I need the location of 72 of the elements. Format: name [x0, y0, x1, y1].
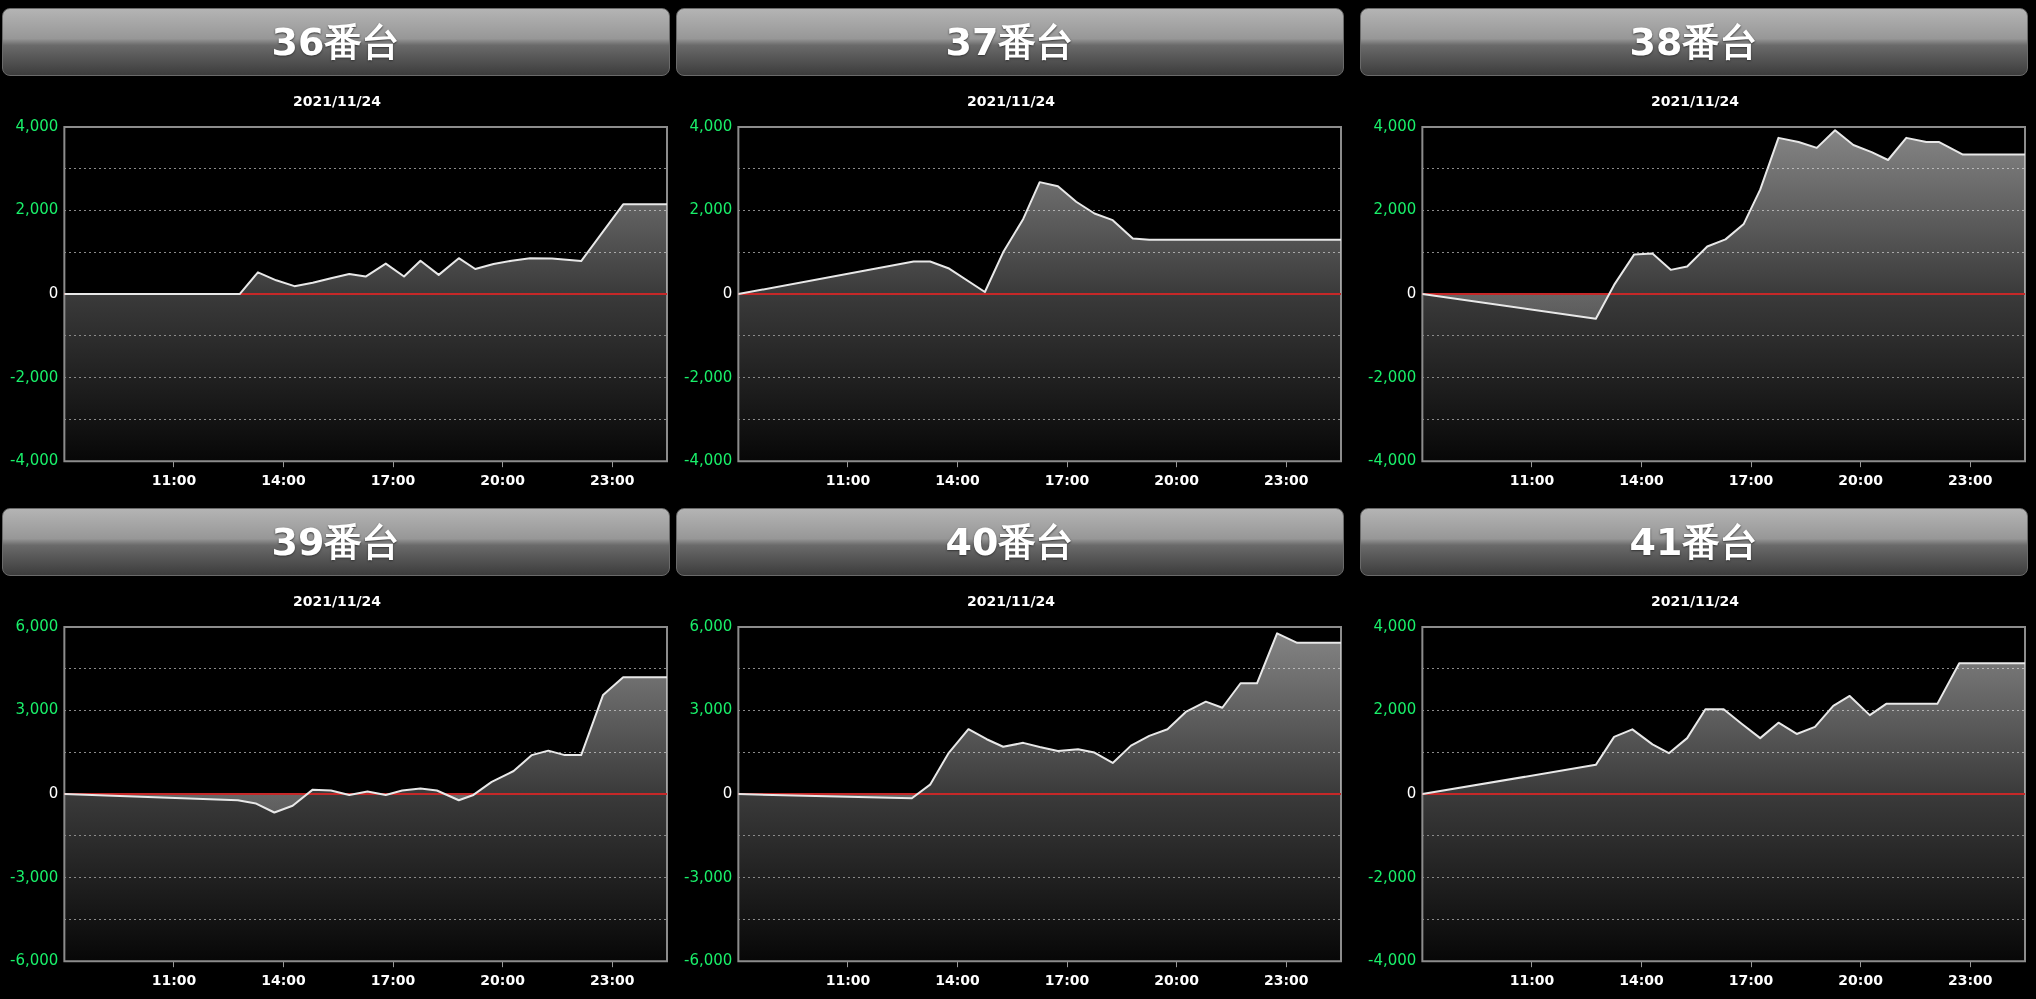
chart-title: 38番台: [1629, 20, 1759, 64]
x-tick-label: 14:00: [935, 972, 981, 989]
y-tick-label: -3,000: [684, 867, 733, 886]
x-tick-label: 11:00: [825, 972, 871, 989]
y-tick-label: -4,000: [1368, 451, 1417, 470]
y-tick-label: 3,000: [689, 700, 733, 719]
x-tick-label: 14:00: [1619, 972, 1665, 989]
y-tick-label: -2,000: [1368, 367, 1417, 386]
x-tick-label: 17:00: [1728, 972, 1774, 989]
x-tick-label: 20:00: [1838, 972, 1884, 989]
x-tick-label: 23:00: [1263, 972, 1309, 989]
y-tick-label: 4,000: [15, 116, 59, 135]
y-tick-label: 6,000: [689, 616, 733, 635]
chart-subtitle: 2021/11/24: [291, 592, 383, 610]
chart-title: 37番台: [945, 20, 1075, 64]
y-tick-label: 4,000: [689, 116, 733, 135]
y-tick-label: 2,000: [1373, 200, 1417, 219]
chart-subtitle: 2021/11/24: [965, 592, 1057, 610]
y-tick-label: -2,000: [10, 367, 59, 386]
y-tick-label: 4,000: [1373, 616, 1417, 635]
x-tick-label: 23:00: [1263, 472, 1309, 489]
chart-subtitle: 2021/11/24: [1649, 92, 1741, 110]
y-tick-label: -6,000: [10, 951, 59, 970]
x-tick-label: 11:00: [151, 472, 197, 489]
x-tick-label: 14:00: [935, 472, 981, 489]
y-tick-label: 0: [48, 783, 59, 802]
x-tick-label: 17:00: [370, 472, 416, 489]
y-tick-label: 0: [1406, 283, 1417, 302]
x-tick-label: 20:00: [1154, 472, 1200, 489]
y-tick-label: 2,000: [1373, 700, 1417, 719]
x-tick-label: 20:00: [480, 472, 526, 489]
x-tick-label: 17:00: [1044, 972, 1090, 989]
x-tick-label: 11:00: [825, 472, 871, 489]
x-tick-label: 17:00: [370, 972, 416, 989]
x-tick-label: 11:00: [1509, 972, 1555, 989]
chart-subtitle: 2021/11/24: [1649, 592, 1741, 610]
y-tick-label: 2,000: [15, 200, 59, 219]
x-tick-label: 17:00: [1044, 472, 1090, 489]
y-tick-label: -2,000: [684, 367, 733, 386]
y-tick-label: -4,000: [684, 451, 733, 470]
x-tick-label: 20:00: [1838, 472, 1884, 489]
x-tick-label: 14:00: [261, 972, 307, 989]
x-tick-label: 23:00: [589, 472, 635, 489]
chart-title: 41番台: [1629, 520, 1759, 564]
chart-title: 40番台: [945, 520, 1075, 564]
y-tick-label: 2,000: [689, 200, 733, 219]
chart-subtitle: 2021/11/24: [291, 92, 383, 110]
chart-subtitle: 2021/11/24: [965, 92, 1057, 110]
y-tick-label: 0: [722, 783, 733, 802]
x-tick-label: 11:00: [1509, 472, 1555, 489]
y-tick-label: 6,000: [15, 616, 59, 635]
y-tick-label: 0: [1406, 783, 1417, 802]
x-tick-label: 20:00: [480, 972, 526, 989]
chart-title: 39番台: [271, 520, 401, 564]
y-tick-label: -6,000: [684, 951, 733, 970]
chart-title: 36番台: [271, 20, 401, 64]
y-tick-label: -4,000: [1368, 951, 1417, 970]
x-tick-label: 11:00: [151, 972, 197, 989]
x-tick-label: 23:00: [589, 972, 635, 989]
x-tick-label: 14:00: [1619, 472, 1665, 489]
y-tick-label: -4,000: [10, 451, 59, 470]
x-tick-label: 23:00: [1947, 472, 1993, 489]
y-tick-label: 0: [722, 283, 733, 302]
x-tick-label: 17:00: [1728, 472, 1774, 489]
x-tick-label: 14:00: [261, 472, 307, 489]
y-tick-label: -3,000: [10, 867, 59, 886]
x-tick-label: 20:00: [1154, 972, 1200, 989]
x-tick-label: 23:00: [1947, 972, 1993, 989]
y-tick-label: 3,000: [15, 700, 59, 719]
y-tick-label: 4,000: [1373, 116, 1417, 135]
y-tick-label: -2,000: [1368, 867, 1417, 886]
y-tick-label: 0: [48, 283, 59, 302]
